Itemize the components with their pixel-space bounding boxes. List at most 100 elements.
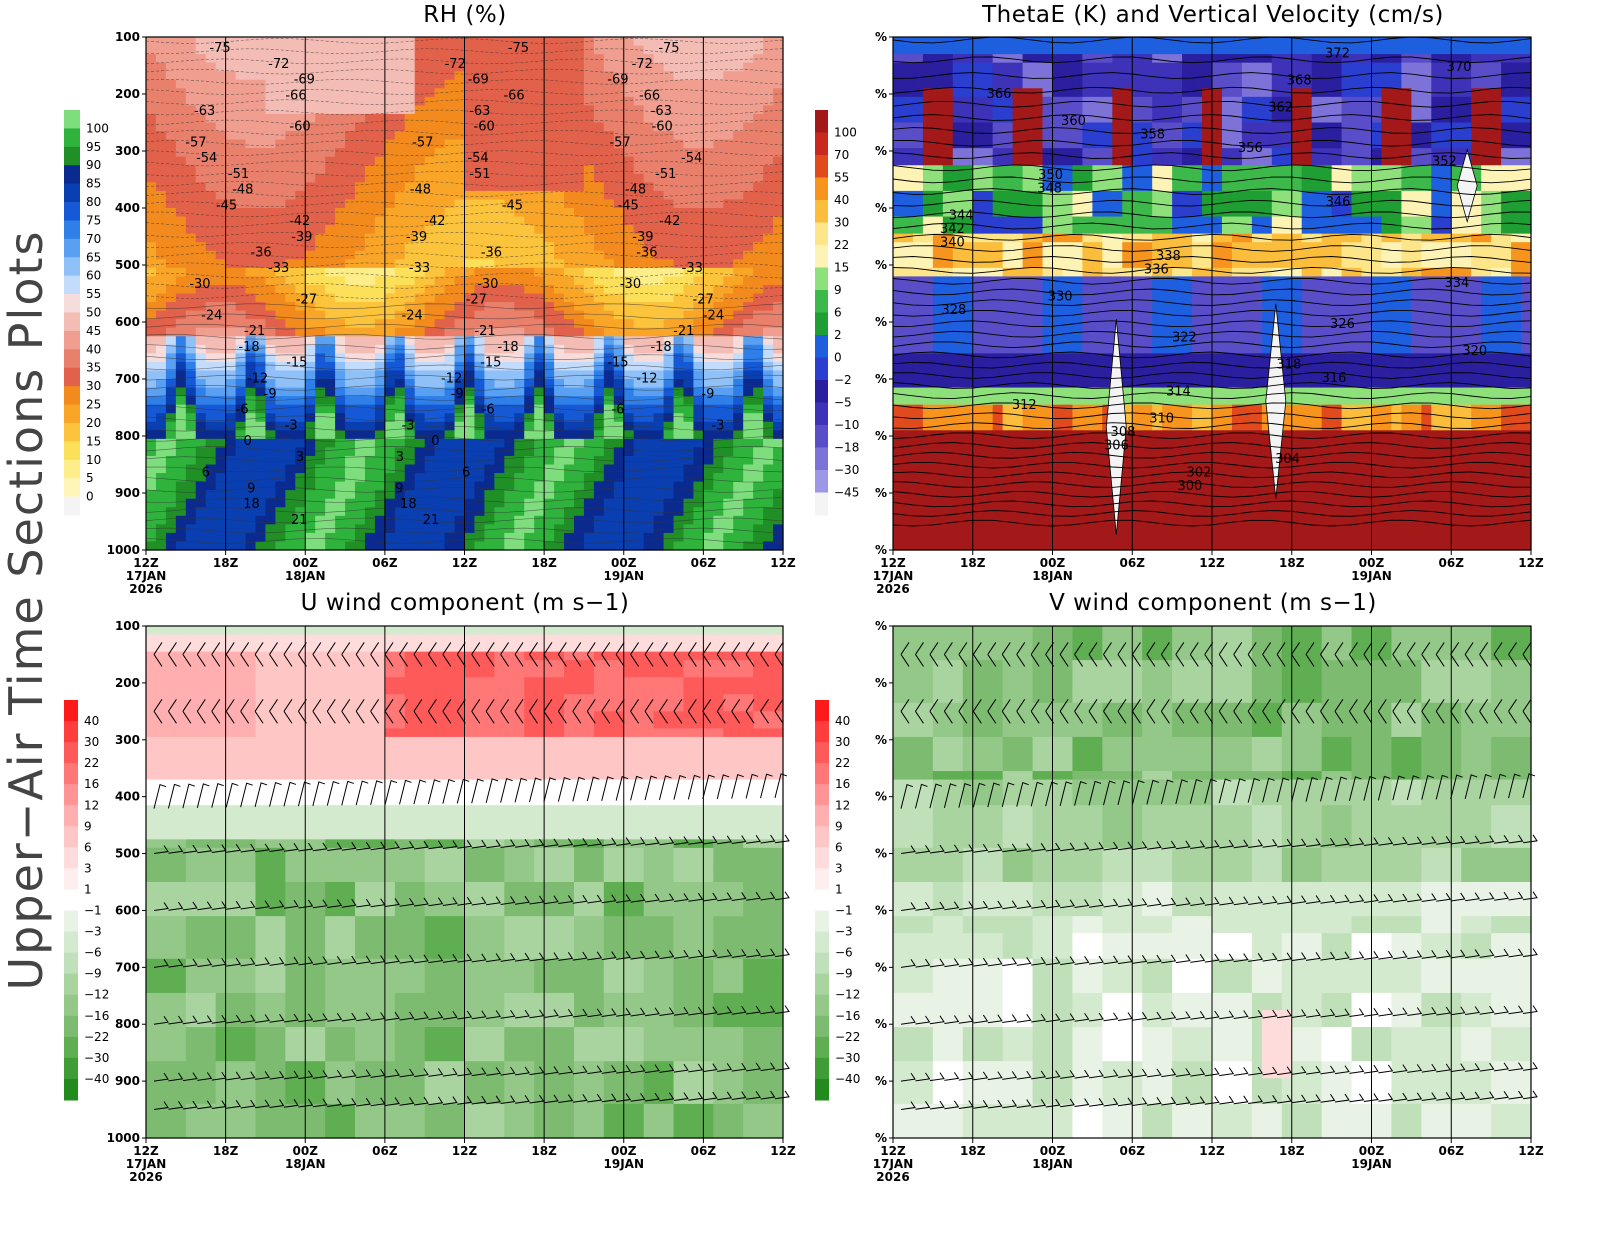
thetae-cell (993, 541, 1004, 550)
rh-cell (504, 165, 515, 174)
rh-cell (664, 276, 675, 285)
rh-cell (166, 541, 177, 550)
thetae-cell (923, 405, 934, 414)
rh-cell (295, 199, 306, 208)
thetae-cell (913, 353, 924, 362)
rh-cell (604, 217, 615, 226)
rh-cell (285, 490, 296, 499)
rh-cell (723, 413, 734, 422)
rh-cell (196, 533, 207, 542)
rh-cell (365, 353, 376, 362)
rh-cell (763, 302, 774, 311)
rh-cell (614, 302, 625, 311)
rh-cell (763, 268, 774, 277)
rh-cell (425, 379, 436, 388)
rh-cell (634, 165, 645, 174)
rh-cell (206, 379, 217, 388)
rh-cell (445, 541, 456, 550)
rh-cell (654, 422, 665, 431)
rh-cell (514, 430, 525, 439)
rh-cell (564, 165, 575, 174)
rh-cell (594, 71, 605, 80)
rh-cell (325, 208, 336, 217)
rh-cell (614, 430, 625, 439)
rh-cell (435, 182, 446, 191)
thetae-cell (1023, 71, 1034, 80)
thetae-cell (1013, 225, 1024, 234)
rh-cell (236, 88, 247, 97)
rh-cell (156, 165, 167, 174)
rh-cell (186, 123, 197, 132)
rh-cell (405, 396, 416, 405)
rh-cell (634, 490, 645, 499)
thetae-cell (893, 123, 904, 132)
rh-cell (773, 148, 784, 157)
rh-cell (753, 405, 764, 414)
rh-cell (624, 336, 635, 345)
rh-cell (504, 370, 515, 379)
rh-cell (733, 165, 744, 174)
rh-cell (176, 88, 187, 97)
rh-cell (216, 182, 227, 191)
rh-cell (345, 370, 356, 379)
rh-colorbar-label: 45 (86, 324, 101, 338)
rh-cell (176, 191, 187, 200)
rh-cell (435, 148, 446, 157)
rh-cell (285, 439, 296, 448)
rh-cell (614, 516, 625, 525)
rh-contour-label: -48 (625, 183, 646, 198)
rh-cell (494, 165, 505, 174)
rh-cell (385, 370, 396, 379)
thetae-cell (1033, 199, 1044, 208)
rh-cell (375, 473, 386, 482)
rh-cell (763, 396, 774, 405)
rh-cell (196, 37, 207, 46)
thetae-cell (993, 63, 1004, 72)
rh-cell (335, 447, 346, 456)
thetae-cell (923, 105, 934, 114)
rh-cell (305, 499, 316, 508)
thetae-cell (963, 37, 974, 46)
thetae-cell (913, 80, 924, 89)
rh-cell (494, 123, 505, 132)
rh-cell (674, 302, 685, 311)
rh-cell (524, 114, 535, 123)
rh-cell (693, 208, 704, 217)
rh-cell (594, 439, 605, 448)
rh-cell (166, 499, 177, 508)
rh-cell (355, 465, 366, 474)
thetae-cell (933, 174, 944, 183)
rh-cell (156, 199, 167, 208)
rh-cell (484, 447, 495, 456)
rh-cell (385, 217, 396, 226)
rh-cell (683, 54, 694, 63)
rh-cell (644, 294, 655, 303)
thetae-cell (903, 541, 914, 550)
rh-cell (524, 465, 535, 474)
rh-cell (455, 533, 466, 542)
rh-cell (176, 507, 187, 516)
rh-cell (345, 396, 356, 405)
rh-cell (763, 294, 774, 303)
rh-cell (315, 507, 326, 516)
rh-cell (644, 208, 655, 217)
rh-cell (176, 353, 187, 362)
thetae-cell (933, 541, 944, 550)
rh-cell (604, 499, 615, 508)
rh-contour-label: -45 (216, 198, 237, 213)
rh-cell (654, 533, 665, 542)
rh-cell (524, 319, 535, 328)
rh-cell (574, 217, 585, 226)
rh-cell (713, 353, 724, 362)
rh-cell (355, 251, 366, 260)
rh-cell (315, 276, 326, 285)
rh-cell (594, 396, 605, 405)
rh-cell (624, 37, 635, 46)
rh-cell (713, 482, 724, 491)
thetae-cell (893, 63, 904, 72)
rh-cell (325, 482, 336, 491)
rh-cell (236, 465, 247, 474)
rh-cell (226, 114, 237, 123)
rh-cell (574, 319, 585, 328)
thetae-cell (1043, 63, 1054, 72)
